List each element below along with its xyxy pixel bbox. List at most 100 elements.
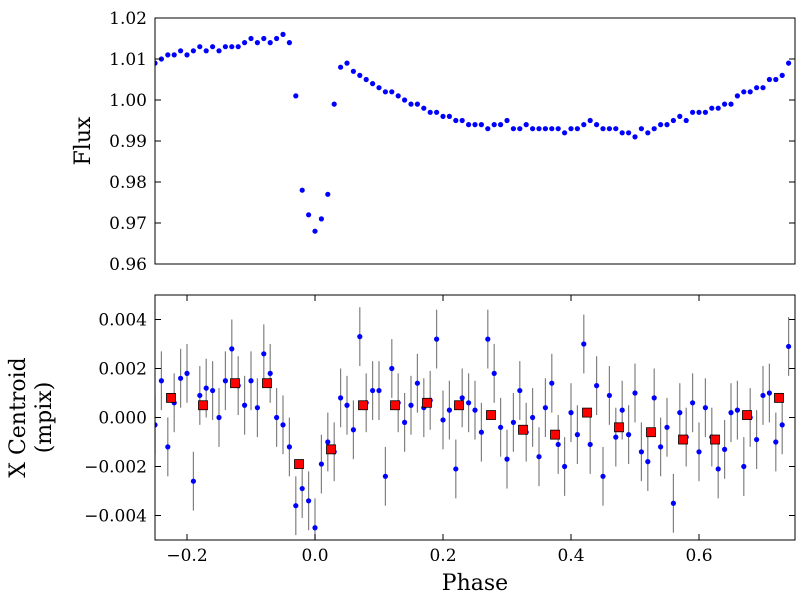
data-point bbox=[568, 126, 574, 132]
data-point bbox=[171, 52, 177, 58]
data-point bbox=[786, 343, 792, 350]
data-point bbox=[594, 122, 600, 128]
data-point bbox=[728, 410, 734, 416]
data-point bbox=[715, 466, 721, 472]
data-point bbox=[344, 402, 350, 408]
data-point bbox=[709, 105, 715, 111]
y-tick-label: 0.98 bbox=[109, 173, 147, 193]
binned-point bbox=[454, 400, 464, 411]
binned-point bbox=[486, 410, 496, 420]
data-point bbox=[178, 48, 184, 54]
data-point bbox=[363, 76, 369, 83]
data-point bbox=[434, 336, 440, 342]
y-tick-label: 0.004 bbox=[98, 311, 147, 331]
data-point bbox=[747, 89, 753, 95]
data-point bbox=[549, 126, 555, 132]
data-point bbox=[645, 130, 651, 136]
data-point bbox=[779, 72, 785, 78]
data-point bbox=[760, 392, 766, 399]
data-point bbox=[459, 117, 465, 124]
data-point bbox=[190, 48, 196, 54]
data-point bbox=[491, 122, 497, 128]
data-point bbox=[638, 449, 645, 455]
binned-point bbox=[582, 407, 592, 418]
y-axis-label: Flux bbox=[71, 116, 96, 165]
data-point bbox=[478, 122, 484, 128]
data-point bbox=[632, 134, 638, 140]
data-point bbox=[498, 424, 504, 430]
data-point bbox=[350, 427, 356, 433]
y-tick-label: −0.002 bbox=[84, 458, 147, 478]
binned-point bbox=[390, 400, 400, 411]
binned-point bbox=[646, 427, 656, 438]
data-point bbox=[165, 52, 171, 58]
data-point bbox=[389, 365, 395, 372]
data-point bbox=[562, 130, 568, 136]
data-point bbox=[702, 405, 709, 411]
data-point bbox=[773, 76, 779, 83]
y-axis-label: X Centroid bbox=[6, 357, 31, 477]
data-point bbox=[542, 126, 549, 132]
data-point bbox=[683, 117, 689, 124]
data-point bbox=[414, 101, 420, 107]
data-point bbox=[651, 395, 657, 401]
data-point bbox=[293, 503, 299, 509]
data-point bbox=[338, 64, 344, 70]
data-point bbox=[376, 387, 382, 394]
data-point bbox=[274, 35, 280, 42]
data-point bbox=[619, 130, 625, 136]
data-point bbox=[606, 126, 613, 132]
y-tick-label: 1.00 bbox=[109, 91, 147, 111]
data-point bbox=[664, 122, 670, 128]
data-point bbox=[299, 485, 305, 492]
data-point bbox=[664, 424, 670, 430]
data-point bbox=[574, 126, 581, 132]
data-point bbox=[267, 370, 273, 376]
binned-point bbox=[710, 434, 720, 445]
binned-point bbox=[678, 434, 688, 445]
data-point bbox=[536, 454, 542, 460]
data-point bbox=[670, 500, 677, 506]
data-point bbox=[696, 109, 702, 115]
data-point bbox=[581, 122, 587, 128]
data-point bbox=[370, 81, 376, 87]
data-point bbox=[478, 429, 484, 435]
data-point bbox=[690, 400, 696, 406]
data-point bbox=[632, 390, 638, 396]
binned-point bbox=[742, 410, 752, 420]
axes-frame bbox=[154, 17, 796, 265]
data-point bbox=[402, 419, 408, 425]
data-point bbox=[773, 439, 779, 445]
data-point bbox=[587, 441, 593, 448]
data-point bbox=[754, 85, 760, 91]
data-point bbox=[453, 117, 459, 124]
data-point bbox=[459, 395, 465, 401]
data-point bbox=[530, 126, 536, 132]
data-point bbox=[766, 390, 773, 396]
data-point bbox=[651, 126, 657, 132]
data-point bbox=[670, 117, 677, 124]
data-point bbox=[402, 97, 408, 103]
binned-point bbox=[518, 424, 528, 435]
data-point bbox=[155, 422, 158, 428]
y-tick-label: 0.000 bbox=[98, 409, 147, 429]
data-point bbox=[517, 126, 523, 132]
x-tick-label: 0.2 bbox=[429, 546, 456, 566]
data-point bbox=[626, 130, 632, 136]
data-point bbox=[254, 405, 260, 411]
data-point bbox=[555, 126, 561, 132]
data-point bbox=[472, 407, 478, 413]
plot-area bbox=[155, 31, 792, 234]
axes-frame bbox=[154, 294, 796, 541]
data-point bbox=[677, 410, 683, 416]
data-point bbox=[280, 31, 286, 37]
data-point bbox=[696, 449, 702, 455]
data-point bbox=[555, 441, 561, 448]
data-point bbox=[722, 446, 728, 452]
data-point bbox=[741, 89, 747, 95]
data-point bbox=[382, 89, 388, 95]
data-point bbox=[466, 400, 472, 406]
data-point bbox=[587, 117, 593, 124]
data-point bbox=[600, 473, 606, 479]
